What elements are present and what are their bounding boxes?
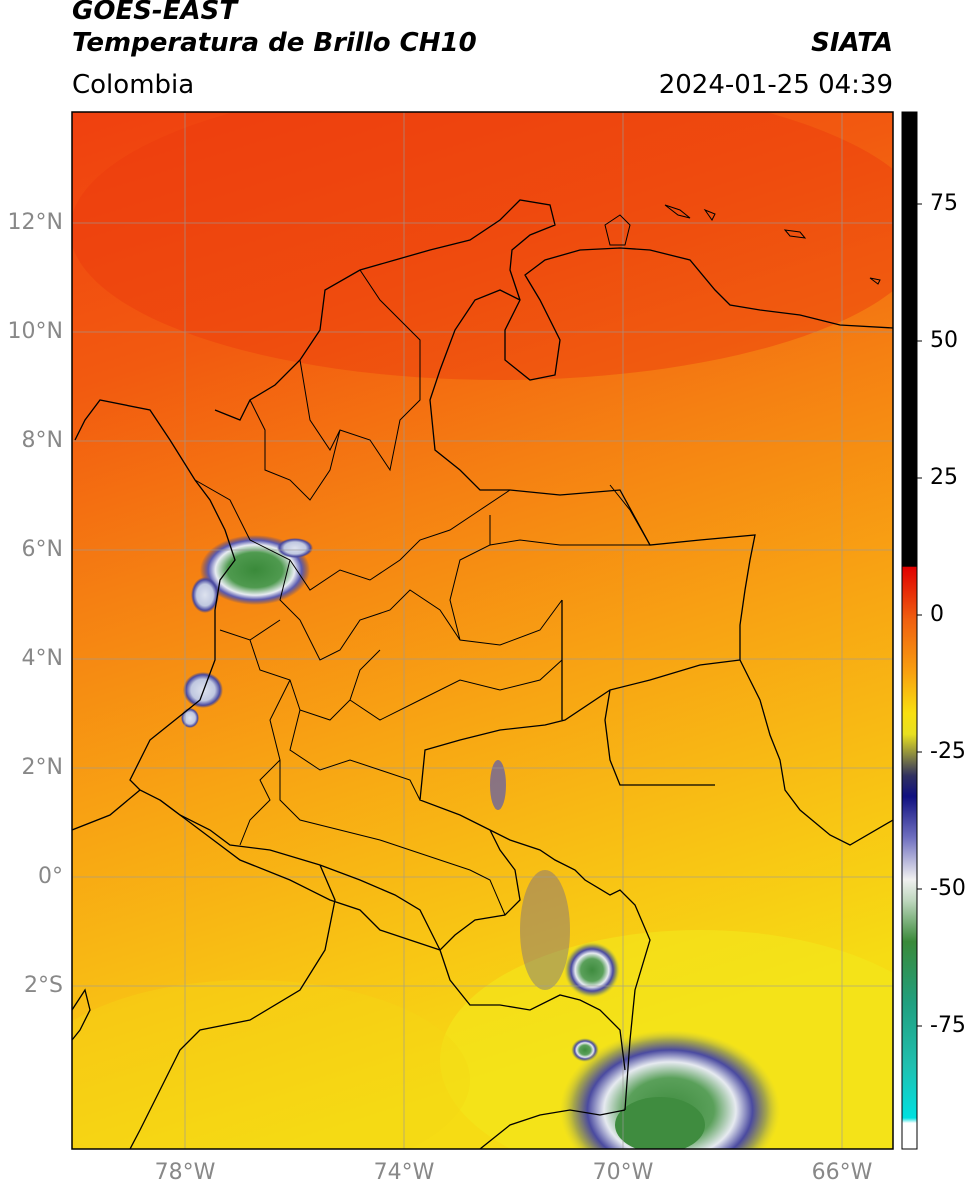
graticule (72, 112, 893, 1149)
venezuela-borders (489, 204, 881, 546)
organization-label: SIATA (811, 28, 893, 58)
colorbar-label-0: 0 (930, 602, 944, 627)
cloud-cell-pacific (183, 672, 223, 708)
region-label: Colombia (72, 70, 195, 100)
lat-label-12n: 12°N (7, 210, 63, 235)
lat-label-10n: 10°N (7, 319, 63, 344)
datetime-label: 2024-01-25 04:39 (658, 70, 893, 100)
lat-label-2s: 2°S (24, 973, 63, 998)
lat-label-4n: 4°N (21, 646, 63, 671)
colorbar-label-50: 50 (930, 328, 958, 353)
map-frame (71, 111, 894, 1150)
lat-label-6n: 6°N (21, 537, 63, 562)
product-title: Temperatura de Brillo CH10 (72, 28, 477, 58)
department-borders (194, 269, 563, 916)
colorbar-label-75: 75 (930, 191, 958, 216)
lat-label-2n: 2°N (21, 755, 63, 780)
lon-label-66w: 66°W (811, 1160, 873, 1185)
cloud-cell-amazon-a (564, 942, 620, 998)
colorbar-ticks (917, 203, 922, 1027)
lon-label-74w: 74°W (373, 1160, 435, 1185)
lat-label-0: 0° (38, 864, 63, 889)
colorbar-label-minus75: -75 (930, 1013, 966, 1038)
colorbar (902, 112, 917, 1149)
lon-label-78w: 78°W (154, 1160, 216, 1185)
lon-label-70w: 70°W (592, 1160, 654, 1185)
colorbar-label-minus50: -50 (930, 876, 966, 901)
satellite-title: GOES-EAST (72, 0, 238, 26)
lat-label-8n: 8°N (21, 428, 63, 453)
colorbar-label-minus25: -25 (930, 739, 966, 764)
colorbar-frame (901, 111, 918, 1150)
ecuador-peru-border (72, 789, 626, 1149)
cloud-cell-amazon-b (560, 1030, 780, 1149)
borders (72, 199, 893, 1149)
colorbar-label-25: 25 (930, 465, 958, 490)
